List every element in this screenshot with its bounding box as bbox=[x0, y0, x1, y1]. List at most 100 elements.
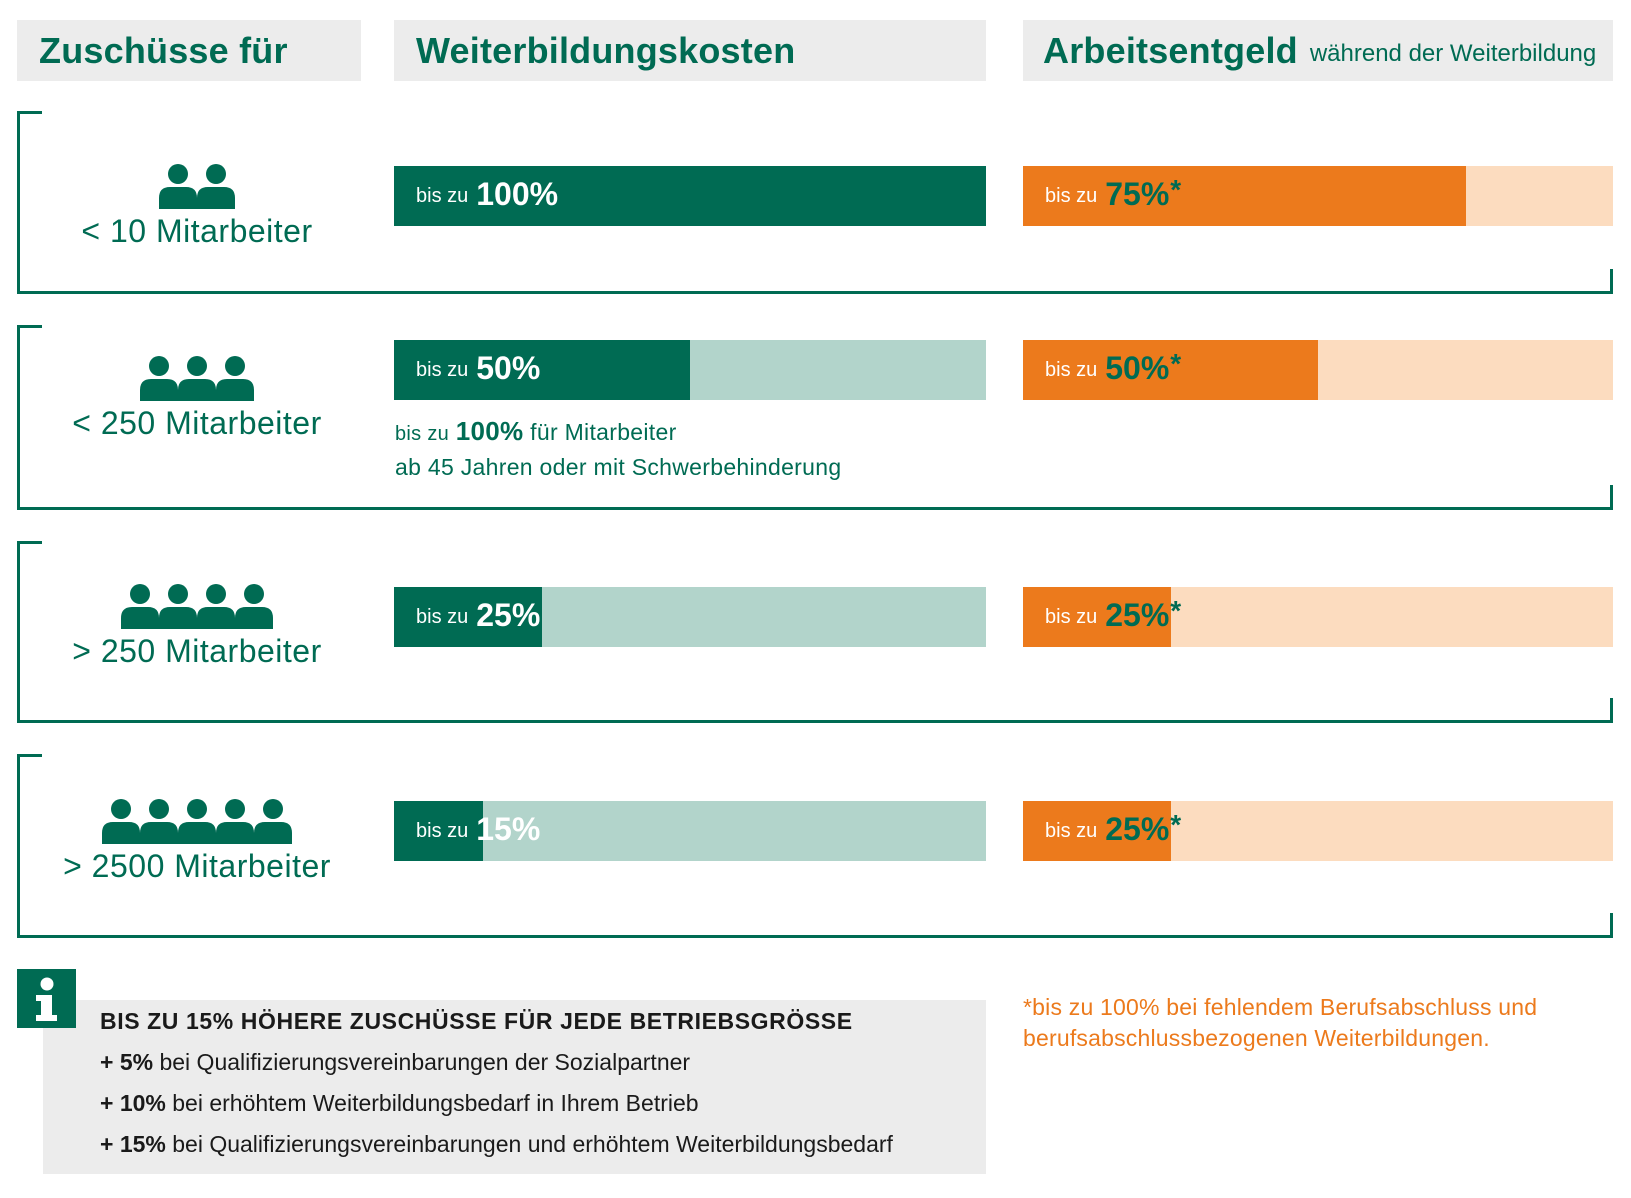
entgeld-bar-label: bis zu 25% * bbox=[1045, 801, 1181, 861]
people-group-icon bbox=[17, 583, 377, 629]
footnote: *bis zu 100% bei fehlendem Berufsabschlu… bbox=[1023, 992, 1603, 1054]
people-group-icon bbox=[17, 798, 377, 844]
kosten-value: 50% bbox=[476, 349, 541, 386]
header-arbeitsentgeld: Arbeitsentgeld während der Weiterbildung bbox=[1023, 20, 1613, 81]
header-title-kosten: Weiterbildungskosten bbox=[416, 29, 796, 71]
entgeld-bar: bis zu 25% * bbox=[1023, 587, 1613, 647]
entgeld-bar-label: bis zu 50% * bbox=[1045, 340, 1181, 400]
info-item: + 10% bei erhöhtem Weiterbildungsbedarf … bbox=[100, 1090, 986, 1117]
person-icon bbox=[216, 799, 254, 844]
info-box: BIS ZU 15% HÖHERE ZUSCHÜSSE FÜR JEDE BET… bbox=[43, 1000, 986, 1174]
bracket-right bbox=[1610, 913, 1613, 938]
footnote-star: * bbox=[1170, 348, 1182, 379]
note-value: 100% bbox=[455, 416, 524, 446]
info-item-value: + 15% bbox=[100, 1131, 166, 1157]
info-item-value: + 10% bbox=[100, 1090, 166, 1116]
person-icon bbox=[178, 799, 216, 844]
note-rest: für Mitarbeiter bbox=[530, 419, 677, 445]
bracket-right bbox=[1610, 269, 1613, 294]
kosten-bar-fill bbox=[394, 340, 690, 400]
entgeld-bar-fill bbox=[1023, 587, 1171, 647]
info-title: BIS ZU 15% HÖHERE ZUSCHÜSSE FÜR JEDE BET… bbox=[100, 1008, 853, 1034]
bracket-bottom bbox=[17, 291, 1613, 294]
kosten-value: 15% bbox=[476, 810, 541, 847]
entgeld-bar: bis zu 25% * bbox=[1023, 801, 1613, 861]
kosten-value: 25% bbox=[476, 596, 541, 633]
bar-prefix: bis zu bbox=[416, 605, 469, 628]
bracket-top bbox=[17, 754, 42, 757]
info-item: + 5% bei Qualifizierungsvereinbarungen d… bbox=[100, 1049, 986, 1076]
bar-prefix: bis zu bbox=[416, 819, 469, 842]
bracket-bottom bbox=[17, 720, 1613, 723]
info-item-text: bei Qualifizierungsvereinbarungen und er… bbox=[172, 1131, 893, 1157]
entgeld-bar-fill bbox=[1023, 340, 1318, 400]
info-item-value: + 5% bbox=[100, 1049, 154, 1075]
bar-prefix: bis zu bbox=[1045, 819, 1098, 842]
bar-prefix: bis zu bbox=[1045, 605, 1098, 628]
kosten-bar-label: bis zu 15% bbox=[416, 801, 540, 861]
person-icon bbox=[159, 584, 197, 629]
kosten-bar: bis zu 15% bbox=[394, 801, 986, 861]
note-line-2: ab 45 Jahren oder mit Schwerbehinderung bbox=[395, 454, 842, 480]
people-group-icon bbox=[17, 163, 377, 209]
note-line-1: bis zu 100% für Mitarbeiter bbox=[395, 415, 841, 451]
header-weiterbildungskosten: Weiterbildungskosten bbox=[394, 20, 986, 81]
employee-count-label: < 10 Mitarbeiter bbox=[81, 213, 313, 249]
bracket-left bbox=[17, 111, 20, 294]
employee-count-label: > 250 Mitarbeiter bbox=[72, 633, 322, 669]
entgeld-bar-label: bis zu 25% * bbox=[1045, 587, 1181, 647]
bracket-left bbox=[17, 754, 20, 938]
person-icon bbox=[197, 584, 235, 629]
kosten-bar-fill bbox=[394, 801, 483, 861]
bracket-bottom bbox=[17, 935, 1613, 938]
kosten-note: bis zu 100% für Mitarbeiter ab 45 Jahren… bbox=[395, 415, 841, 484]
entgeld-value: 50% bbox=[1105, 349, 1170, 386]
bracket-bottom bbox=[17, 507, 1613, 510]
entgeld-bar: bis zu 75% * bbox=[1023, 166, 1613, 226]
person-icon bbox=[178, 356, 216, 401]
info-item-text: bei erhöhtem Weiterbildungsbedarf in Ihr… bbox=[172, 1090, 699, 1116]
header-subtitle-entgeld: während der Weiterbildung bbox=[1309, 39, 1597, 67]
header-title-zuschuesse: Zuschüsse für bbox=[39, 29, 288, 71]
person-icon bbox=[216, 356, 254, 401]
kosten-bar-label: bis zu 50% bbox=[416, 340, 540, 400]
note-prefix: bis zu bbox=[395, 423, 450, 445]
bracket-right bbox=[1610, 485, 1613, 510]
person-icon bbox=[102, 799, 140, 844]
row-gt2500: > 2500 Mitarbeiter bis zu 15% bis zu 25% * bbox=[17, 754, 1613, 938]
bracket-top bbox=[17, 325, 42, 328]
entgeld-bar: bis zu 50% * bbox=[1023, 340, 1613, 400]
footnote-star: * bbox=[1170, 174, 1182, 205]
bracket-left bbox=[17, 325, 20, 510]
footnote-line-1: *bis zu 100% bei fehlendem Berufsabschlu… bbox=[1023, 994, 1538, 1020]
bracket-left bbox=[17, 541, 20, 723]
row-lt250: < 250 Mitarbeiter bis zu 50% bis zu 50% * bbox=[17, 325, 1613, 510]
entgeld-bar-fill bbox=[1023, 166, 1466, 226]
entgeld-value: 25% bbox=[1105, 810, 1170, 847]
person-icon bbox=[235, 584, 273, 629]
bracket-right bbox=[1610, 698, 1613, 723]
kosten-bar: bis zu 100% bbox=[394, 166, 986, 226]
person-icon bbox=[254, 799, 292, 844]
kosten-bar-label: bis zu 25% bbox=[416, 587, 540, 647]
bracket-top bbox=[17, 111, 42, 114]
row-lt10: < 10 Mitarbeiter bis zu 100% bis zu 75% * bbox=[17, 111, 1613, 294]
footnote-line-2: berufsabschlussbezogenen Weiterbildungen… bbox=[1023, 1025, 1490, 1051]
entgeld-value: 25% bbox=[1105, 596, 1170, 633]
person-icon bbox=[140, 356, 178, 401]
footnote-star: * bbox=[1170, 595, 1182, 626]
kosten-bar-fill bbox=[394, 587, 542, 647]
employee-count-label: < 250 Mitarbeiter bbox=[72, 405, 322, 441]
bracket-top bbox=[17, 541, 42, 544]
header-title-entgeld: Arbeitsentgeld bbox=[1043, 29, 1298, 71]
bar-prefix: bis zu bbox=[416, 358, 469, 381]
employee-count-label: > 2500 Mitarbeiter bbox=[63, 848, 331, 884]
entgeld-value: 75% bbox=[1105, 175, 1170, 212]
row-gt250: > 250 Mitarbeiter bis zu 25% bis zu 25% * bbox=[17, 541, 1613, 723]
person-icon bbox=[197, 164, 235, 209]
info-icon bbox=[17, 969, 76, 1028]
person-icon bbox=[140, 799, 178, 844]
people-group-icon bbox=[17, 355, 377, 401]
person-icon bbox=[121, 584, 159, 629]
bar-prefix: bis zu bbox=[1045, 358, 1098, 381]
